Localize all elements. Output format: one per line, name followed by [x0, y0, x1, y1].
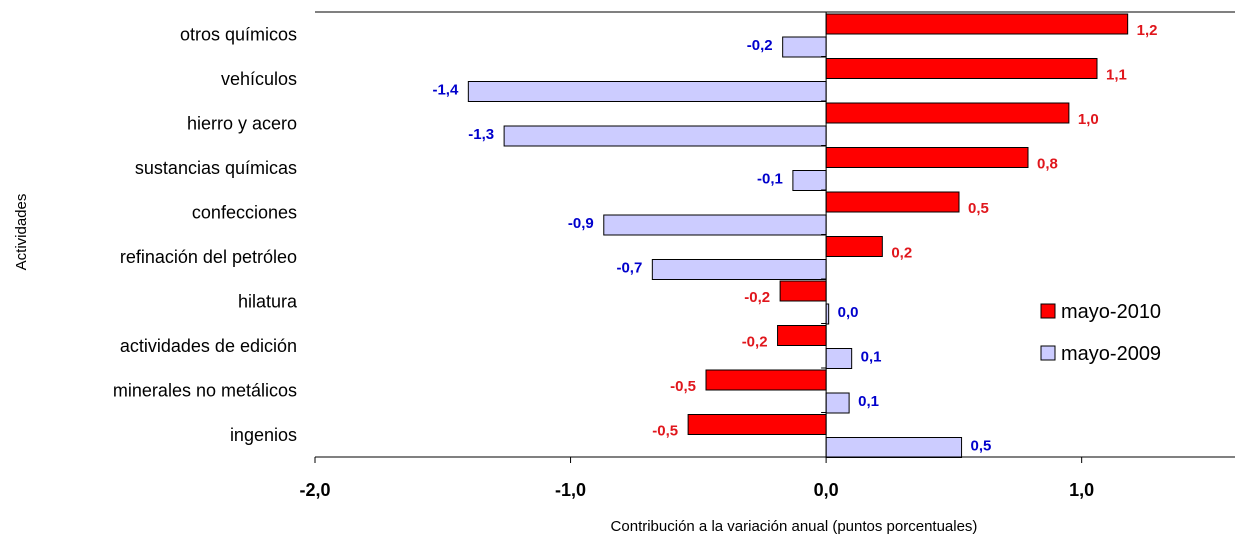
bar-mayo-2010-3 — [825, 147, 1029, 168]
category-label: hilatura — [238, 291, 298, 311]
x-tick-label: -2,0 — [299, 480, 330, 500]
data-label: 1,0 — [1078, 111, 1099, 128]
data-label: 0,2 — [891, 245, 912, 262]
data-label: -0,7 — [616, 260, 642, 277]
category-label: ingenios — [230, 425, 297, 445]
bar-mayo-2010-8 — [705, 369, 827, 391]
bar-mayo-2010-4 — [825, 191, 960, 213]
bar-mayo-2010-7 — [777, 325, 827, 346]
category-label: otros químicos — [180, 24, 297, 44]
x-tick-label: 1,0 — [1069, 480, 1094, 500]
x-axis-title: Contribución a la variación anual (punto… — [611, 518, 978, 535]
bar-mayo-2009-2 — [503, 125, 827, 147]
data-label: 1,1 — [1106, 67, 1127, 84]
data-label: 0,8 — [1037, 156, 1058, 173]
legend-label: mayo-2010 — [1061, 301, 1161, 323]
data-label: 0,0 — [838, 304, 859, 321]
data-label: 1,2 — [1137, 22, 1158, 39]
data-label: -0,9 — [568, 215, 594, 232]
bars-layer — [467, 13, 1129, 458]
bar-mayo-2009-8 — [825, 392, 850, 414]
data-label: -0,5 — [652, 423, 678, 440]
y-axis-title: Actividades — [13, 194, 30, 271]
data-label: -0,5 — [670, 378, 696, 395]
data-label: -0,2 — [744, 289, 770, 306]
data-label: 0,1 — [858, 393, 879, 410]
bar-mayo-2010-9 — [687, 414, 827, 435]
bar-mayo-2009-0 — [782, 36, 827, 58]
category-label: hierro y acero — [187, 113, 297, 133]
data-label: -1,3 — [468, 126, 494, 143]
category-label: sustancias químicas — [135, 158, 297, 178]
x-tick-label: 0,0 — [814, 480, 839, 500]
legend-label: mayo-2009 — [1061, 343, 1161, 365]
data-label: 0,1 — [861, 349, 882, 366]
labels-layer: 1,2 -0,2 otros químicos 1,1 -1,4 vehículos 1,0… — [113, 22, 1158, 455]
data-label: -0,2 — [747, 37, 773, 54]
bar-mayo-2009-3 — [792, 170, 827, 191]
data-label: 0,5 — [968, 200, 989, 217]
bar-mayo-2010-5 — [825, 236, 883, 257]
category-label: minerales no metálicos — [113, 380, 297, 400]
bar-mayo-2009-7 — [825, 348, 853, 369]
data-label: -0,2 — [742, 334, 768, 351]
axes-layer: -2,0 -1,0 0,0 1,0 — [299, 11, 1235, 500]
data-label: 0,5 — [971, 438, 992, 455]
category-label: confecciones — [192, 202, 297, 222]
bar-mayo-2009-5 — [651, 259, 827, 280]
bar-mayo-2009-4 — [603, 214, 827, 236]
bar-mayo-2010-0 — [825, 13, 1129, 35]
category-label: vehículos — [221, 69, 297, 89]
legend-swatch-mayo-2010 — [1040, 303, 1056, 319]
bar-mayo-2009-1 — [467, 81, 827, 102]
data-label: -1,4 — [432, 82, 459, 99]
bar-mayo-2010-2 — [825, 102, 1070, 124]
legend: mayo-2010 mayo-2009 — [1040, 301, 1161, 365]
legend-swatch-mayo-2009 — [1040, 345, 1056, 361]
category-label: refinación del petróleo — [120, 247, 297, 267]
bar-mayo-2009-9 — [825, 437, 963, 458]
bar-mayo-2010-1 — [825, 58, 1098, 79]
x-tick-label: -1,0 — [555, 480, 586, 500]
category-label: actividades de edición — [120, 336, 297, 356]
data-label: -0,1 — [757, 171, 783, 188]
bar-mayo-2010-6 — [779, 280, 827, 302]
